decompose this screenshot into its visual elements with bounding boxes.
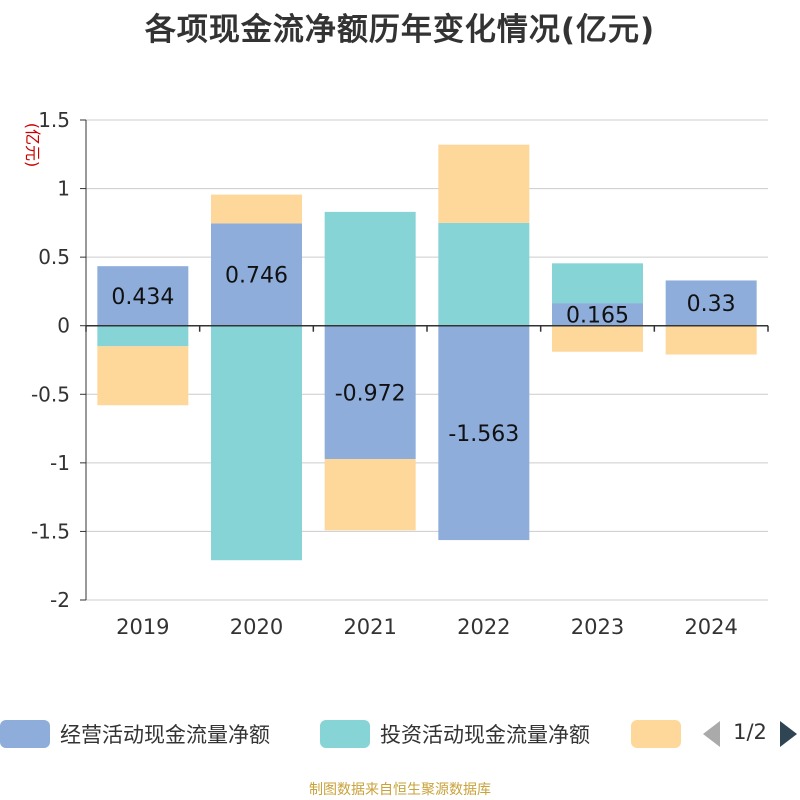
data-label: -0.972	[335, 381, 406, 406]
data-label: -1.563	[448, 422, 519, 447]
legend-swatch-operating	[0, 720, 50, 748]
legend-pager: 1/2	[700, 716, 800, 752]
bar-operating-2022	[438, 325, 530, 541]
y-axis-unit: (亿元)	[23, 123, 42, 168]
bar-investing-2021	[324, 211, 416, 326]
data-label: 0.33	[687, 292, 736, 317]
data-label: 0.746	[225, 264, 288, 289]
y-tick-label: -2	[50, 588, 70, 612]
bar-operating-2020	[211, 223, 302, 326]
bar-operating-2021	[324, 325, 416, 460]
source-note: 制图数据来自恒生聚源数据库	[309, 782, 491, 798]
y-tick-label: -1.5	[31, 519, 70, 543]
bar-investing-2020	[211, 325, 302, 561]
bar-operating-2024	[665, 280, 757, 326]
bar-financing-2022	[438, 144, 530, 223]
x-tick-label: 2021	[343, 615, 396, 639]
legend: 经营活动现金流量净额 投资活动现金流量净额	[0, 716, 800, 752]
bar-financing-2020	[211, 194, 302, 224]
bar-operating-2023	[552, 303, 643, 326]
x-tick-label: 2024	[684, 615, 737, 639]
pager-prev-icon[interactable]	[703, 721, 720, 747]
y-tick-label: 1.5	[38, 108, 70, 132]
x-tick-label: 2019	[116, 615, 169, 639]
bar-financing-2019	[97, 346, 189, 406]
y-tick-label: 0	[57, 314, 70, 338]
x-tick-label: 2022	[457, 615, 510, 639]
pager-next-icon[interactable]	[780, 721, 797, 747]
bar-investing-2023	[552, 263, 643, 304]
data-label: 0.434	[111, 285, 174, 310]
chart-title: 各项现金流净额历年变化情况(亿元)	[144, 12, 656, 48]
legend-swatch-investing	[320, 720, 370, 748]
y-tick-label: 0.5	[38, 245, 70, 269]
y-tick-label: -1	[50, 451, 70, 475]
bar-financing-2023	[552, 325, 643, 352]
legend-label-operating: 经营活动现金流量净额	[60, 723, 270, 747]
x-tick-label: 2023	[571, 615, 624, 639]
bar-financing-2024	[665, 325, 757, 355]
bar-investing-2022	[438, 222, 530, 326]
legend-swatch-financing	[631, 720, 681, 748]
y-tick-label: -0.5	[31, 382, 70, 406]
legend-item-operating[interactable]: 经营活动现金流量净额	[0, 716, 270, 752]
legend-item-investing[interactable]: 投资活动现金流量净额	[320, 716, 590, 752]
y-tick-label: 1	[57, 177, 70, 201]
bar-operating-2019	[97, 266, 189, 326]
x-tick-label: 2020	[230, 615, 283, 639]
data-label: 0.165	[566, 303, 629, 328]
bar-investing-2019	[97, 325, 189, 347]
pager-label: 1/2	[733, 720, 767, 744]
bar-financing-2021	[324, 459, 416, 531]
legend-label-investing: 投资活动现金流量净额	[380, 723, 590, 747]
legend-item-financing[interactable]	[631, 716, 691, 752]
